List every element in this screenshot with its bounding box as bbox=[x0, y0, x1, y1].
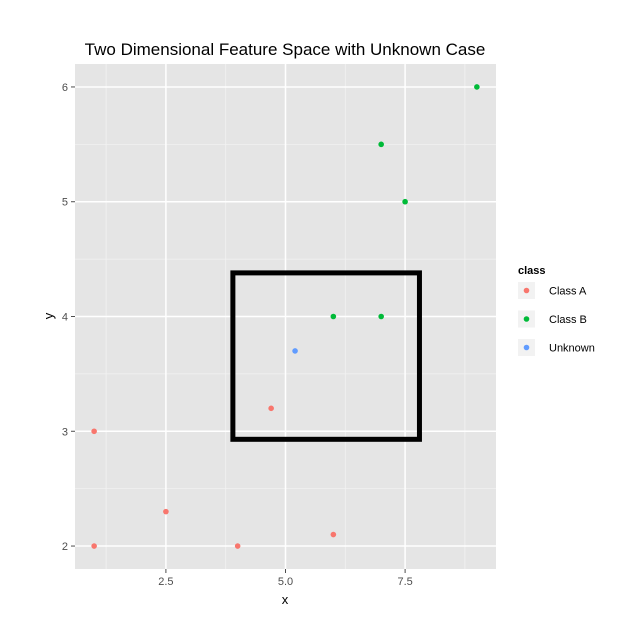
legend-item-unknown: Unknown bbox=[518, 339, 595, 356]
legend: class Class A Class B Unknown bbox=[518, 265, 595, 356]
y-tick-label: 6 bbox=[62, 82, 68, 94]
legend-key-unknown bbox=[523, 344, 530, 351]
y-tick-label: 4 bbox=[62, 312, 68, 324]
highlight-rectangle bbox=[230, 270, 422, 442]
legend-item-class-a: Class A bbox=[518, 282, 587, 299]
y-axis-ticks: 2 3 4 5 6 bbox=[62, 82, 75, 553]
legend-label-class-a: Class A bbox=[549, 286, 587, 298]
legend-key-class-b bbox=[523, 316, 530, 322]
point-class-b bbox=[402, 198, 408, 205]
point-class-b bbox=[474, 84, 480, 90]
point-class-a bbox=[163, 508, 169, 515]
legend-title: class bbox=[518, 265, 546, 277]
x-axis-ticks: 2.5 5.0 7.5 bbox=[158, 569, 413, 588]
chart-title: Two Dimensional Feature Space with Unkno… bbox=[85, 40, 486, 59]
point-class-a bbox=[91, 428, 97, 435]
legend-item-class-b: Class B bbox=[518, 310, 587, 328]
point-class-a bbox=[330, 531, 337, 538]
point-class-b bbox=[330, 313, 337, 320]
x-axis-label: x bbox=[282, 592, 289, 607]
point-class-a bbox=[234, 543, 241, 549]
y-tick-label: 5 bbox=[62, 197, 68, 209]
x-tick-label: 5.0 bbox=[278, 576, 293, 588]
point-class-b bbox=[378, 313, 384, 320]
y-tick-label: 2 bbox=[62, 541, 68, 553]
legend-key-class-a bbox=[523, 287, 530, 294]
major-gridlines bbox=[75, 64, 496, 569]
annotation-layer bbox=[230, 270, 422, 442]
x-tick-label: 7.5 bbox=[397, 576, 412, 588]
point-class-b bbox=[378, 141, 384, 148]
legend-label-class-b: Class B bbox=[549, 314, 587, 326]
y-tick-label: 3 bbox=[62, 426, 68, 438]
data-points bbox=[91, 84, 480, 549]
point-class-a bbox=[91, 543, 97, 549]
y-axis-label: y bbox=[41, 312, 56, 319]
legend-label-unknown: Unknown bbox=[549, 343, 595, 355]
point-class-a bbox=[268, 405, 274, 412]
point-unknown bbox=[292, 348, 298, 354]
x-tick-label: 2.5 bbox=[158, 576, 173, 588]
